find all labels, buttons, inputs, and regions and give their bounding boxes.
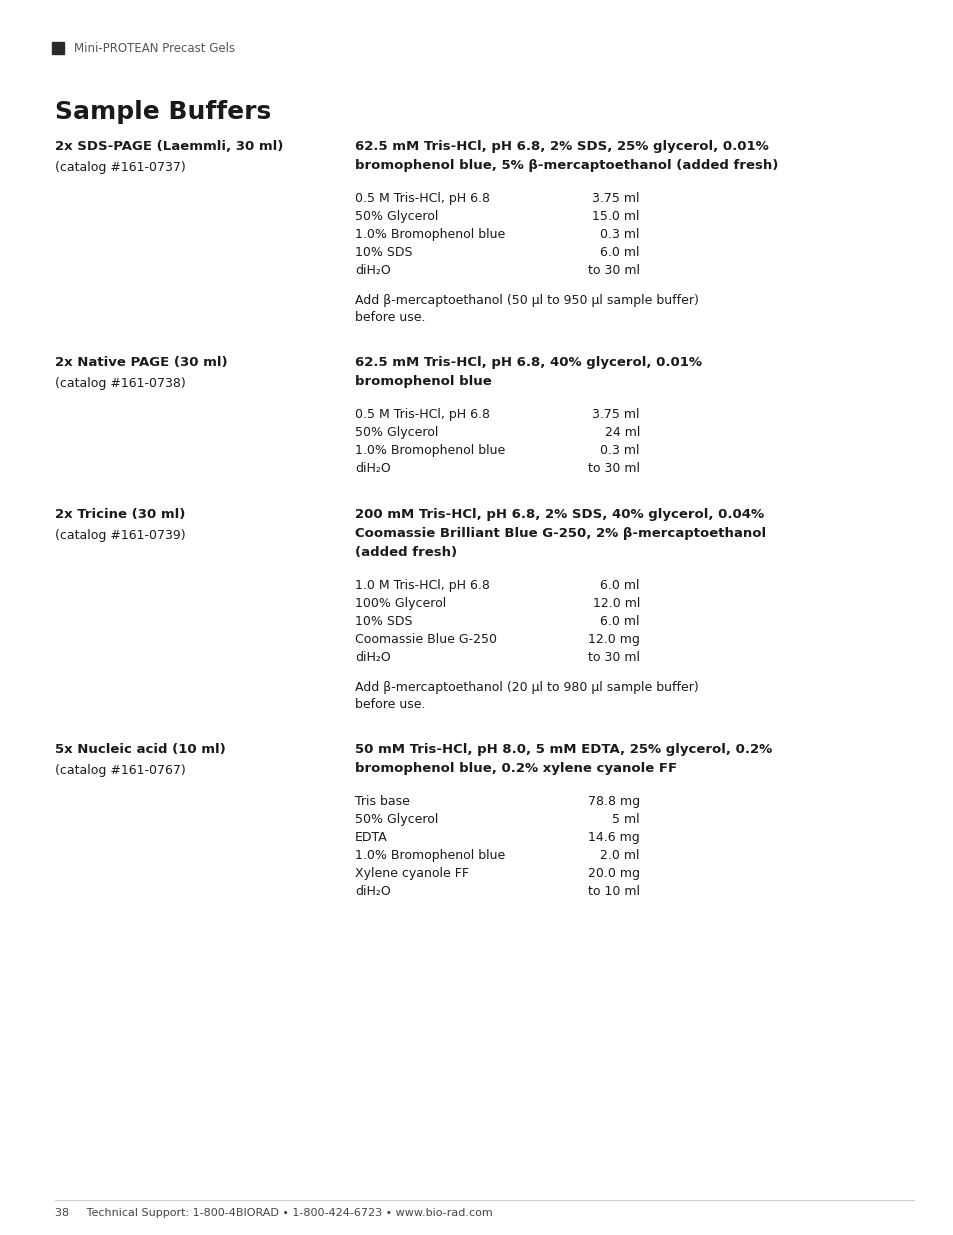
Text: EDTA: EDTA bbox=[355, 831, 387, 844]
Text: 20.0 mg: 20.0 mg bbox=[587, 867, 639, 881]
Text: to 10 ml: to 10 ml bbox=[587, 885, 639, 898]
Text: 1.0% Bromophenol blue: 1.0% Bromophenol blue bbox=[355, 228, 505, 241]
Text: 3.75 ml: 3.75 ml bbox=[592, 408, 639, 421]
Text: Coomassie Blue G-250: Coomassie Blue G-250 bbox=[355, 634, 497, 646]
Text: 5 ml: 5 ml bbox=[612, 813, 639, 826]
Text: 6.0 ml: 6.0 ml bbox=[599, 615, 639, 629]
Text: 6.0 ml: 6.0 ml bbox=[599, 579, 639, 592]
Text: 12.0 ml: 12.0 ml bbox=[592, 597, 639, 610]
Text: Xylene cyanole FF: Xylene cyanole FF bbox=[355, 867, 469, 881]
Text: 2x Tricine (30 ml): 2x Tricine (30 ml) bbox=[55, 508, 185, 521]
Text: bromophenol blue, 0.2% xylene cyanole FF: bromophenol blue, 0.2% xylene cyanole FF bbox=[355, 762, 677, 776]
Text: to 30 ml: to 30 ml bbox=[587, 264, 639, 277]
Text: 5x Nucleic acid (10 ml): 5x Nucleic acid (10 ml) bbox=[55, 743, 226, 756]
Text: 50 mM Tris-HCl, pH 8.0, 5 mM EDTA, 25% glycerol, 0.2%: 50 mM Tris-HCl, pH 8.0, 5 mM EDTA, 25% g… bbox=[355, 743, 771, 756]
Text: Add β-mercaptoethanol (20 μl to 980 μl sample buffer): Add β-mercaptoethanol (20 μl to 980 μl s… bbox=[355, 680, 698, 694]
Text: 3.75 ml: 3.75 ml bbox=[592, 191, 639, 205]
Text: 1.0% Bromophenol blue: 1.0% Bromophenol blue bbox=[355, 848, 505, 862]
Text: (catalog #161-0767): (catalog #161-0767) bbox=[55, 764, 186, 777]
Text: (catalog #161-0739): (catalog #161-0739) bbox=[55, 529, 186, 542]
Text: 50% Glycerol: 50% Glycerol bbox=[355, 210, 438, 224]
Text: Mini-PROTEAN Precast Gels: Mini-PROTEAN Precast Gels bbox=[74, 42, 234, 54]
Text: before use.: before use. bbox=[355, 311, 425, 324]
Text: 2.0 ml: 2.0 ml bbox=[599, 848, 639, 862]
Text: 0.5 M Tris-HCl, pH 6.8: 0.5 M Tris-HCl, pH 6.8 bbox=[355, 408, 490, 421]
Text: 38     Technical Support: 1-800-4BIORAD • 1-800-424-6723 • www.bio-rad.com: 38 Technical Support: 1-800-4BIORAD • 1-… bbox=[55, 1208, 493, 1218]
Text: 0.5 M Tris-HCl, pH 6.8: 0.5 M Tris-HCl, pH 6.8 bbox=[355, 191, 490, 205]
Text: diH₂O: diH₂O bbox=[355, 462, 391, 475]
Text: 12.0 mg: 12.0 mg bbox=[587, 634, 639, 646]
Text: Add β-mercaptoethanol (50 μl to 950 μl sample buffer): Add β-mercaptoethanol (50 μl to 950 μl s… bbox=[355, 294, 699, 308]
Text: before use.: before use. bbox=[355, 698, 425, 711]
Text: 100% Glycerol: 100% Glycerol bbox=[355, 597, 446, 610]
Text: 14.6 mg: 14.6 mg bbox=[588, 831, 639, 844]
Text: 2x SDS-PAGE (Laemmli, 30 ml): 2x SDS-PAGE (Laemmli, 30 ml) bbox=[55, 140, 283, 153]
Text: to 30 ml: to 30 ml bbox=[587, 462, 639, 475]
Text: (catalog #161-0737): (catalog #161-0737) bbox=[55, 161, 186, 174]
Text: 200 mM Tris-HCl, pH 6.8, 2% SDS, 40% glycerol, 0.04%: 200 mM Tris-HCl, pH 6.8, 2% SDS, 40% gly… bbox=[355, 508, 763, 521]
Text: 2x Native PAGE (30 ml): 2x Native PAGE (30 ml) bbox=[55, 356, 228, 369]
Text: to 30 ml: to 30 ml bbox=[587, 651, 639, 664]
Text: (added fresh): (added fresh) bbox=[355, 546, 456, 559]
Text: diH₂O: diH₂O bbox=[355, 885, 391, 898]
Text: 0.3 ml: 0.3 ml bbox=[599, 228, 639, 241]
Text: 0.3 ml: 0.3 ml bbox=[599, 445, 639, 457]
Text: 1.0% Bromophenol blue: 1.0% Bromophenol blue bbox=[355, 445, 505, 457]
Text: diH₂O: diH₂O bbox=[355, 264, 391, 277]
Text: 78.8 mg: 78.8 mg bbox=[587, 795, 639, 808]
Text: 50% Glycerol: 50% Glycerol bbox=[355, 426, 438, 438]
Text: 10% SDS: 10% SDS bbox=[355, 615, 412, 629]
Text: Coomassie Brilliant Blue G-250, 2% β-mercaptoethanol: Coomassie Brilliant Blue G-250, 2% β-mer… bbox=[355, 527, 765, 540]
Text: 62.5 mM Tris-HCl, pH 6.8, 40% glycerol, 0.01%: 62.5 mM Tris-HCl, pH 6.8, 40% glycerol, … bbox=[355, 356, 701, 369]
Bar bbox=[52, 42, 64, 54]
Text: Sample Buffers: Sample Buffers bbox=[55, 100, 271, 124]
Text: 62.5 mM Tris-HCl, pH 6.8, 2% SDS, 25% glycerol, 0.01%: 62.5 mM Tris-HCl, pH 6.8, 2% SDS, 25% gl… bbox=[355, 140, 768, 153]
Text: 15.0 ml: 15.0 ml bbox=[592, 210, 639, 224]
Text: 6.0 ml: 6.0 ml bbox=[599, 246, 639, 259]
Text: (catalog #161-0738): (catalog #161-0738) bbox=[55, 377, 186, 390]
Text: 24 ml: 24 ml bbox=[604, 426, 639, 438]
Text: 1.0 M Tris-HCl, pH 6.8: 1.0 M Tris-HCl, pH 6.8 bbox=[355, 579, 489, 592]
Text: Tris base: Tris base bbox=[355, 795, 410, 808]
Text: 10% SDS: 10% SDS bbox=[355, 246, 412, 259]
Text: bromophenol blue, 5% β-mercaptoethanol (added fresh): bromophenol blue, 5% β-mercaptoethanol (… bbox=[355, 159, 778, 172]
Text: 50% Glycerol: 50% Glycerol bbox=[355, 813, 438, 826]
Text: bromophenol blue: bromophenol blue bbox=[355, 375, 491, 388]
Text: diH₂O: diH₂O bbox=[355, 651, 391, 664]
